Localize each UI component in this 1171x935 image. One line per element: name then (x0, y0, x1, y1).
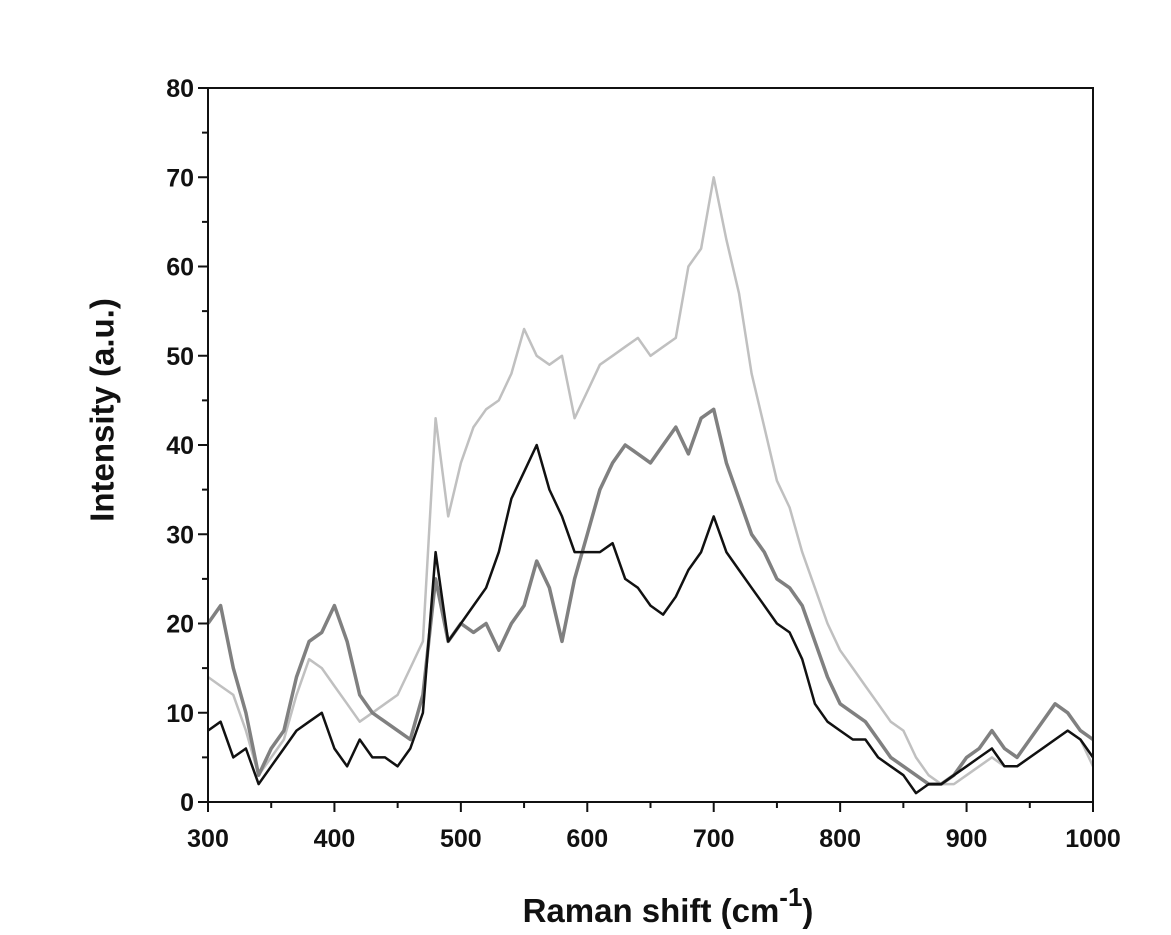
y-tick-label: 80 (166, 75, 194, 103)
y-tick-label: 40 (166, 432, 194, 460)
x-tick-label: 300 (187, 825, 229, 853)
x-axis-label: Raman shift (cm-1) (523, 882, 814, 929)
y-axis-label: Intensity (a.u.) (84, 298, 121, 522)
x-tick-label: 500 (440, 825, 482, 853)
x-tick-label: 800 (819, 825, 861, 853)
y-tick-label: 20 (166, 611, 194, 639)
x-tick-label: 900 (946, 825, 988, 853)
data-line (207, 443, 1095, 795)
data-line (207, 176, 1095, 786)
y-tick-label: 10 (166, 700, 194, 728)
y-tick-label: 70 (166, 164, 194, 192)
x-axis-label-sup: -1 (779, 882, 802, 912)
x-tick-label: 600 (566, 825, 608, 853)
data-line (206, 407, 1095, 786)
x-tick-label: 700 (693, 825, 735, 853)
x-axis-label-suffix: ) (802, 892, 813, 929)
x-axis-label-text: Raman shift (cm (523, 892, 780, 929)
y-tick-label: 50 (166, 343, 194, 371)
x-tick-label: 1000 (1065, 825, 1121, 853)
x-tick-label: 400 (314, 825, 356, 853)
y-tick-label: 0 (180, 789, 194, 817)
y-tick-label: 60 (166, 254, 194, 282)
y-tick-label: 30 (166, 521, 194, 549)
